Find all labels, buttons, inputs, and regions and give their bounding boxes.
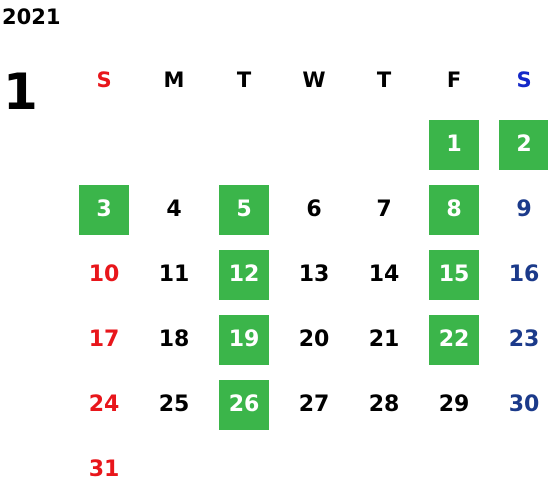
calendar-day[interactable]: 21 [349, 307, 419, 372]
calendar-day[interactable]: 4 [139, 177, 209, 242]
empty-cell [349, 112, 419, 177]
weekday-header: S [96, 68, 112, 92]
day-number: 28 [368, 392, 400, 417]
day-number: 1 [429, 119, 479, 170]
calendar-day[interactable]: 25 [139, 372, 209, 437]
weekday-header: S [516, 68, 532, 92]
calendar-day[interactable]: 20 [279, 307, 349, 372]
calendar-day[interactable]: 13 [279, 242, 349, 307]
day-number: 4 [166, 197, 182, 222]
calendar-day[interactable]: 24 [69, 372, 139, 437]
day-number: 13 [298, 262, 330, 287]
calendar-day-highlighted[interactable]: 15 [419, 242, 489, 307]
day-number: 11 [158, 262, 190, 287]
empty-cell [69, 112, 139, 177]
day-number: 14 [368, 262, 400, 287]
day-number: 22 [429, 314, 479, 365]
day-number: 3 [79, 184, 129, 235]
empty-cell [209, 112, 279, 177]
calendar-day-highlighted[interactable]: 1 [419, 112, 489, 177]
day-number: 15 [429, 249, 479, 300]
calendar-day-highlighted[interactable]: 8 [419, 177, 489, 242]
calendar-grid: S M T W T F S 1 2 3 4 5 6 7 8 9 10 11 12 13 14 15 16 17 18 19 20 21… [69, 48, 548, 502]
calendar-day[interactable]: 11 [139, 242, 209, 307]
day-number: 23 [508, 327, 540, 352]
calendar-day-highlighted[interactable]: 22 [419, 307, 489, 372]
weekday-header: F [446, 68, 462, 92]
calendar-day[interactable]: 23 [489, 307, 548, 372]
calendar-day[interactable]: 16 [489, 242, 548, 307]
day-number: 29 [438, 392, 470, 417]
day-number: 2 [499, 119, 548, 170]
calendar-day-highlighted[interactable]: 2 [489, 112, 548, 177]
weekday-header: W [302, 68, 326, 92]
calendar-day[interactable]: 7 [349, 177, 419, 242]
day-number: 21 [368, 327, 400, 352]
calendar-day-highlighted[interactable]: 3 [69, 177, 139, 242]
calendar-day[interactable]: 29 [419, 372, 489, 437]
empty-cell [279, 112, 349, 177]
calendar-day[interactable]: 14 [349, 242, 419, 307]
calendar-day-highlighted[interactable]: 26 [209, 372, 279, 437]
calendar-day-highlighted[interactable]: 19 [209, 307, 279, 372]
weekday-header: M [163, 68, 185, 92]
day-number: 8 [429, 184, 479, 235]
calendar-day[interactable]: 27 [279, 372, 349, 437]
day-number: 18 [158, 327, 190, 352]
day-number: 31 [88, 457, 120, 482]
day-number: 20 [298, 327, 330, 352]
calendar-day[interactable]: 9 [489, 177, 548, 242]
day-number: 24 [88, 392, 120, 417]
calendar-day[interactable]: 31 [69, 437, 139, 502]
calendar-day-highlighted[interactable]: 12 [209, 242, 279, 307]
day-number: 6 [306, 197, 322, 222]
weekday-header: T [376, 68, 392, 92]
day-number: 5 [219, 184, 269, 235]
calendar-day[interactable]: 6 [279, 177, 349, 242]
day-number: 30 [508, 392, 540, 417]
day-number: 16 [508, 262, 540, 287]
day-number: 7 [376, 197, 392, 222]
day-number: 10 [88, 262, 120, 287]
day-number: 19 [219, 314, 269, 365]
day-number: 25 [158, 392, 190, 417]
calendar-day[interactable]: 28 [349, 372, 419, 437]
calendar-day-highlighted[interactable]: 5 [209, 177, 279, 242]
calendar-day[interactable]: 30 [489, 372, 548, 437]
empty-cell [139, 112, 209, 177]
day-number: 9 [516, 197, 532, 222]
calendar-day[interactable]: 17 [69, 307, 139, 372]
month-label: 1 [3, 63, 38, 121]
day-number: 12 [219, 249, 269, 300]
calendar-day[interactable]: 18 [139, 307, 209, 372]
day-number: 17 [88, 327, 120, 352]
weekday-header: T [236, 68, 252, 92]
day-number: 27 [298, 392, 330, 417]
year-label: 2021 [2, 5, 61, 29]
calendar-day[interactable]: 10 [69, 242, 139, 307]
day-number: 26 [219, 379, 269, 430]
